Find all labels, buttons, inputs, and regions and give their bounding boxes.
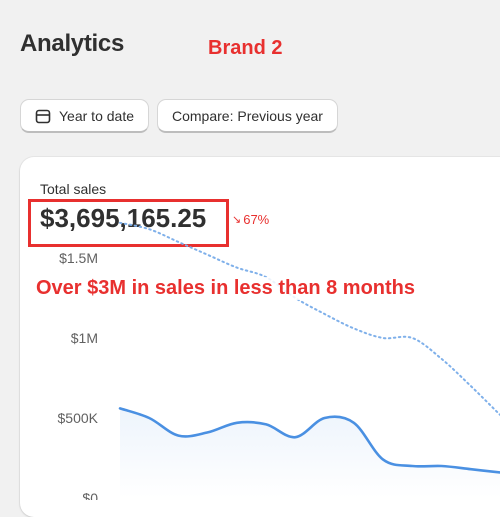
- sales-area: [120, 408, 500, 498]
- y-tick-label: $1M: [71, 330, 98, 346]
- sales-chart: $1.5M $1M $500K $0: [58, 221, 500, 500]
- date-range-button[interactable]: Year to date: [20, 99, 149, 133]
- total-sales-label: Total sales: [40, 181, 107, 197]
- compare-label: Compare: Previous year: [172, 107, 323, 124]
- total-sales-value: $3,695,165.25: [40, 203, 207, 233]
- arrow-down-right-icon: ↘: [232, 214, 242, 226]
- y-tick-label: $1.5M: [59, 250, 98, 266]
- y-axis: $1.5M $1M $500K $0: [58, 250, 99, 500]
- calendar-icon: [35, 108, 51, 124]
- compare-button[interactable]: Compare: Previous year: [157, 99, 338, 133]
- highlight-box: [28, 199, 229, 247]
- y-tick-label: $0: [82, 490, 98, 500]
- sales-change-value: 67%: [243, 212, 270, 227]
- date-range-label: Year to date: [59, 107, 134, 124]
- series-line-previous-year: [119, 221, 500, 416]
- y-tick-label: $500K: [58, 410, 99, 426]
- toolbar: Year to date Compare: Previous year: [20, 99, 338, 133]
- sales-change: ↘ 67%: [232, 212, 269, 227]
- sales-annotation: Over $3M in sales in less than 8 months: [36, 277, 416, 300]
- series-line-current: [118, 407, 500, 474]
- brand-annotation: Brand 2: [208, 37, 283, 59]
- page-title: Analytics: [20, 30, 125, 57]
